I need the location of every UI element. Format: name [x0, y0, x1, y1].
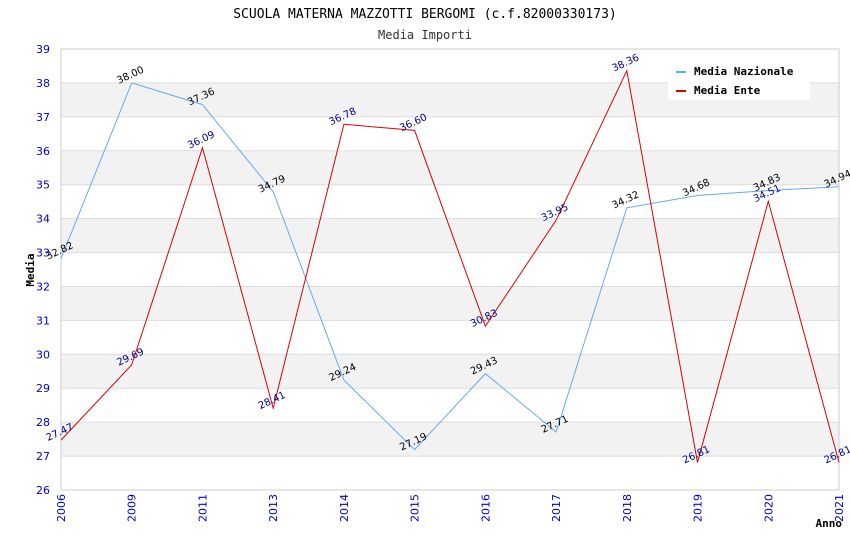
data-label-ente: 38.36	[610, 52, 641, 74]
y-tick-label: 29	[36, 382, 50, 395]
grid-bands	[61, 82, 839, 457]
x-tick-label: 2019	[692, 494, 705, 522]
y-tick-label: 28	[36, 416, 50, 429]
series-line-ente	[60, 69, 840, 463]
grid-band	[61, 422, 839, 457]
chart-subtitle: Media Importi	[378, 28, 472, 42]
legend-label-nazionale: Media Nazionale	[694, 65, 794, 78]
y-axis-label: Media	[24, 253, 37, 286]
x-tick-label: 2018	[621, 494, 634, 522]
x-tick-label: 2021	[833, 494, 846, 522]
y-tick-label: 30	[36, 348, 50, 361]
legend: Media Nazionale Media Ente	[668, 60, 810, 100]
y-tick-label: 37	[36, 111, 50, 124]
y-tick-label: 39	[36, 43, 50, 56]
data-label-nazionale: 34.32	[610, 189, 641, 211]
series-line-nazionale	[60, 82, 840, 451]
x-tick-label: 2006	[55, 494, 68, 522]
x-tick-label: 2017	[550, 494, 563, 522]
data-label-ente: 28.41	[257, 390, 288, 412]
x-tick-label: 2014	[338, 494, 351, 522]
x-tick-label: 2013	[267, 494, 280, 522]
y-tick-label: 26	[36, 484, 50, 497]
x-axis-ticks: 2006 2009 2011 2013 2014 2015 2016 2017 2018 2019…	[55, 494, 846, 522]
y-tick-label: 38	[36, 77, 50, 90]
y-axis-ticks: 26 27 28 29 30 31 32 33 34 35 36 37 38 39	[36, 43, 50, 497]
data-label-ente: 36.09	[186, 129, 217, 151]
x-tick-label: 2016	[479, 494, 492, 522]
grid-band	[61, 218, 839, 253]
legend-label-ente: Media Ente	[694, 84, 761, 97]
grid-band	[61, 354, 839, 389]
plot-frame	[60, 48, 840, 491]
x-tick-label: 2011	[196, 494, 209, 522]
x-tick-label: 2015	[409, 494, 422, 522]
y-tick-label: 34	[36, 213, 50, 226]
data-label-nazionale: 32.82	[45, 240, 76, 262]
y-tick-label: 35	[36, 179, 50, 192]
y-tick-label: 36	[36, 145, 50, 158]
y-tick-label: 32	[36, 280, 50, 293]
chart-title: SCUOLA MATERNA MAZZOTTI BERGOMI (c.f.820…	[233, 7, 617, 22]
y-tick-label: 33	[36, 247, 50, 260]
x-tick-label: 2020	[762, 494, 775, 522]
x-tick-label: 2009	[126, 494, 139, 522]
y-tick-label: 27	[36, 450, 50, 463]
legend-box	[668, 60, 810, 100]
grid-band	[61, 286, 839, 321]
y-tick-label: 31	[36, 314, 50, 327]
x-axis-label: Anno	[816, 517, 843, 530]
series-lines	[60, 69, 840, 463]
grid-band	[61, 150, 839, 185]
